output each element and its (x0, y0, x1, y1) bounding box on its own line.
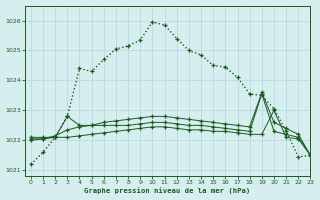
X-axis label: Graphe pression niveau de la mer (hPa): Graphe pression niveau de la mer (hPa) (84, 188, 251, 194)
